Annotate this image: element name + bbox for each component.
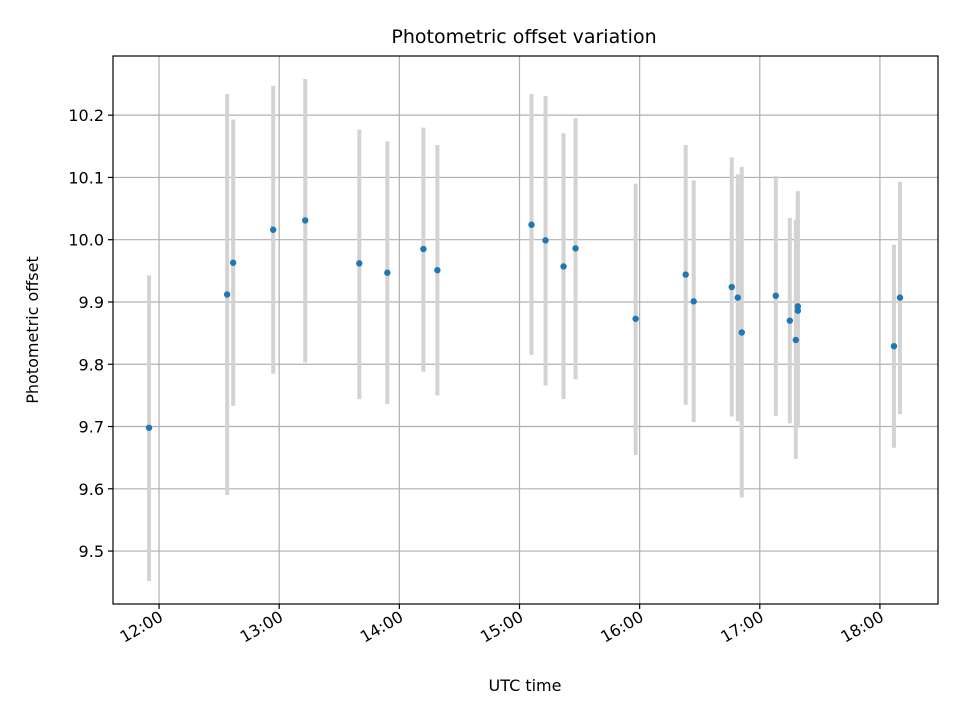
data-point <box>738 329 745 336</box>
error-bars <box>147 79 902 581</box>
x-tick-label: 14:00 <box>357 607 406 647</box>
chart-title: Photometric offset variation <box>391 26 656 48</box>
x-tick-label: 17:00 <box>717 607 766 647</box>
y-tick-label: 9.7 <box>79 418 104 437</box>
y-tick-label: 9.6 <box>79 480 104 499</box>
x-tick-label: 16:00 <box>597 607 646 647</box>
y-axis-ticks: 9.5 9.6 9.7 9.8 9.9 10.0 10.1 10.2 <box>68 106 113 561</box>
data-point <box>728 283 735 291</box>
y-tick-label: 10.0 <box>68 231 104 250</box>
data-point <box>896 294 904 301</box>
data-point <box>794 307 802 314</box>
data-point <box>356 260 363 267</box>
data-point <box>890 342 898 350</box>
y-tick-label: 9.5 <box>79 542 104 561</box>
data-point <box>145 424 153 431</box>
data-point <box>786 317 794 324</box>
data-point <box>420 245 427 253</box>
y-tick-label: 10.1 <box>68 168 104 187</box>
data-point <box>690 298 697 305</box>
y-tick-label: 9.9 <box>79 293 104 312</box>
plot-frame <box>112 55 939 605</box>
x-axis-ticks: 12:00 13:00 14:00 15:00 16:00 17:00 18:00 <box>117 604 887 647</box>
data-point <box>772 292 780 299</box>
data-point <box>792 336 800 344</box>
data-point <box>572 245 579 252</box>
data-point <box>384 269 391 276</box>
data-point <box>434 267 441 274</box>
y-axis-title: Photometric offset <box>23 256 42 404</box>
data-point <box>542 237 549 244</box>
data-point <box>682 271 689 278</box>
x-tick-label: 15:00 <box>477 607 526 647</box>
data-point <box>632 315 639 322</box>
data-point <box>229 259 237 266</box>
x-axis-title: UTC time <box>489 676 562 695</box>
data-point <box>302 217 309 224</box>
y-tick-label: 10.2 <box>68 106 104 125</box>
y-tick-label: 9.8 <box>79 355 104 374</box>
data-point <box>269 226 277 233</box>
x-tick-label: 13:00 <box>237 607 286 647</box>
data-point <box>734 294 741 301</box>
data-point <box>528 221 535 228</box>
x-tick-label: 18:00 <box>837 607 886 647</box>
data-point <box>560 263 567 270</box>
grid <box>113 56 938 604</box>
data-point <box>223 291 231 298</box>
data-points <box>145 217 904 431</box>
x-tick-label: 12:00 <box>117 607 166 647</box>
